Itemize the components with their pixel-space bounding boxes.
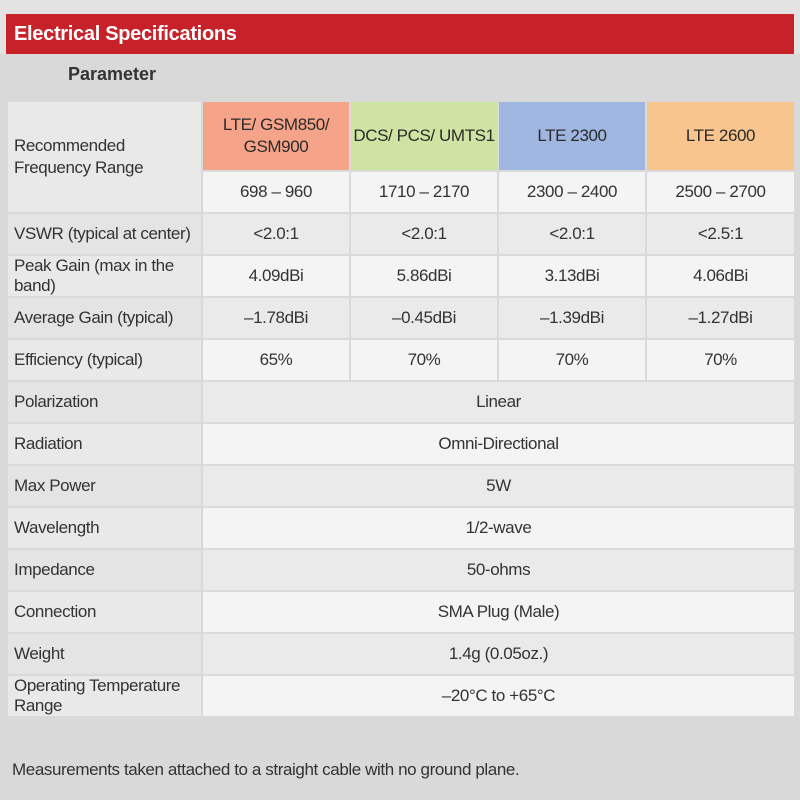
table-row: Average Gain (typical) –1.78dBi –0.45dBi… [6, 296, 796, 340]
table-row: Max Power 5W [6, 464, 796, 508]
parameter-heading: Parameter [68, 64, 157, 84]
row-label: Weight [6, 632, 203, 676]
spec-table: Recommended Frequency Range LTE/ GSM850/… [6, 100, 796, 718]
row-label: Peak Gain (max in the band) [6, 254, 203, 298]
band-header-3: LTE 2300 [497, 100, 647, 172]
table-row: Efficiency (typical) 65% 70% 70% 70% [6, 338, 796, 382]
band-header-2: DCS/ PCS/ UMTS1 [349, 100, 499, 172]
cell-value: 3.13dBi [497, 254, 647, 298]
cell-value: 70% [645, 338, 796, 382]
table-row: Radiation Omni-Directional [6, 422, 796, 466]
row-label: Radiation [6, 422, 203, 466]
cell-value: 4.06dBi [645, 254, 796, 298]
cell-value: 65% [201, 338, 351, 382]
band-range-3: 2300 – 2400 [497, 170, 647, 214]
cell-value: Linear [201, 380, 796, 424]
table-row: Peak Gain (max in the band) 4.09dBi 5.86… [6, 254, 796, 298]
cell-value: 70% [497, 338, 647, 382]
band-range-2: 1710 – 2170 [349, 170, 499, 214]
band-header-4: LTE 2600 [645, 100, 796, 172]
cell-value: <2.0:1 [497, 212, 647, 256]
row-label: Operating Temperature Range [6, 674, 203, 718]
table-row: VSWR (typical at center) <2.0:1 <2.0:1 <… [6, 212, 796, 256]
row-label: Max Power [6, 464, 203, 508]
table-row: Polarization Linear [6, 380, 796, 424]
footnote: Measurements taken attached to a straigh… [12, 760, 520, 779]
band-header-1: LTE/ GSM850/ GSM900 [201, 100, 351, 172]
row-label: Impedance [6, 548, 203, 592]
table-row: Connection SMA Plug (Male) [6, 590, 796, 634]
row-label: Wavelength [6, 506, 203, 550]
cell-value: <2.5:1 [645, 212, 796, 256]
table-row: Weight 1.4g (0.05oz.) [6, 632, 796, 676]
table-row: Operating Temperature Range –20°C to +65… [6, 674, 796, 718]
band-range-1: 698 – 960 [201, 170, 351, 214]
cell-value: –0.45dBi [349, 296, 499, 340]
cell-value: <2.0:1 [349, 212, 499, 256]
cell-value: –1.39dBi [497, 296, 647, 340]
row-label: Efficiency (typical) [6, 338, 203, 382]
cell-value: 5.86dBi [349, 254, 499, 298]
row-label: VSWR (typical at center) [6, 212, 203, 256]
cell-value: Omni-Directional [201, 422, 796, 466]
freq-range-label: Recommended Frequency Range [6, 100, 203, 214]
cell-value: –20°C to +65°C [201, 674, 796, 718]
cell-value: 50-ohms [201, 548, 796, 592]
cell-value: <2.0:1 [201, 212, 351, 256]
cell-value: 1/2-wave [201, 506, 796, 550]
row-label: Connection [6, 590, 203, 634]
row-label: Average Gain (typical) [6, 296, 203, 340]
row-label: Polarization [6, 380, 203, 424]
band-range-4: 2500 – 2700 [645, 170, 796, 214]
cell-value: –1.27dBi [645, 296, 796, 340]
table-row: Impedance 50-ohms [6, 548, 796, 592]
table-row: Wavelength 1/2-wave [6, 506, 796, 550]
cell-value: –1.78dBi [201, 296, 351, 340]
section-title: Electrical Specifications [6, 14, 794, 54]
cell-value: 4.09dBi [201, 254, 351, 298]
cell-value: 1.4g (0.05oz.) [201, 632, 796, 676]
title-bar: Electrical Specifications [0, 0, 800, 54]
cell-value: 70% [349, 338, 499, 382]
cell-value: SMA Plug (Male) [201, 590, 796, 634]
cell-value: 5W [201, 464, 796, 508]
